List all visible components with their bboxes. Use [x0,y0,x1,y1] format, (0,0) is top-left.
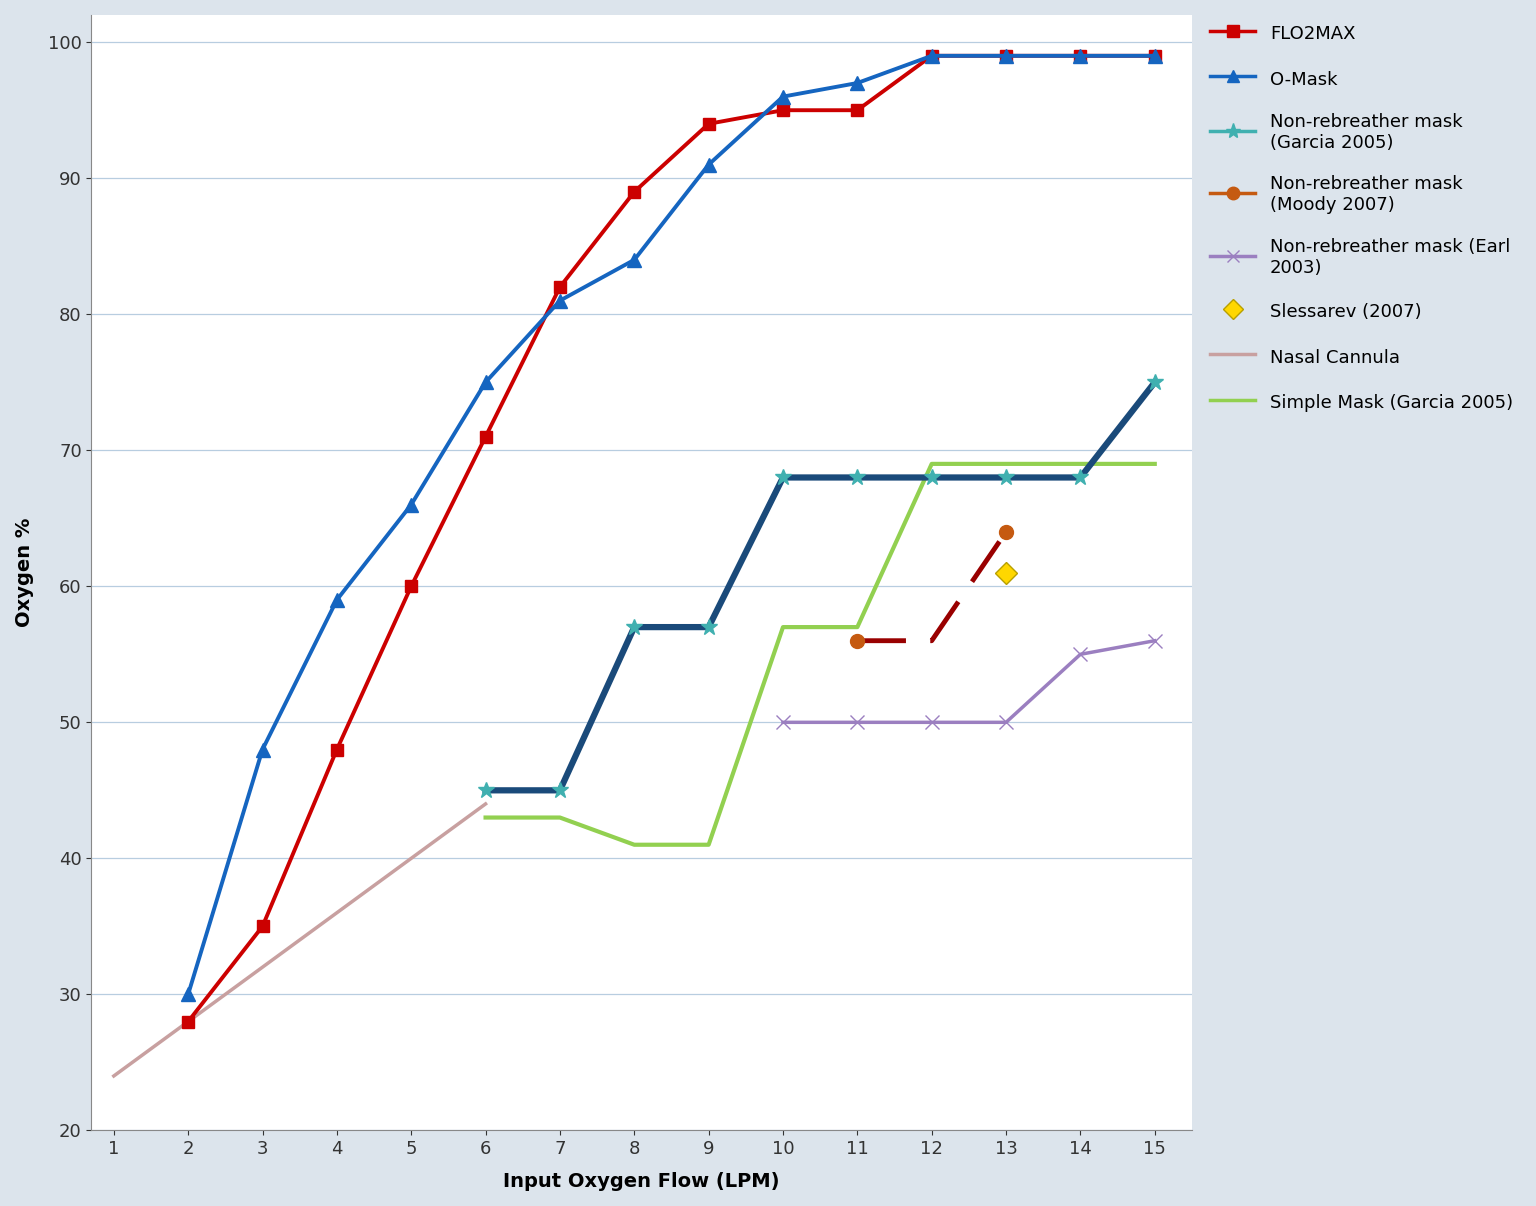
Y-axis label: Oxygen %: Oxygen % [15,519,34,627]
Legend: FLO2MAX, O-Mask, Non-rebreather mask
(Garcia 2005), Non-rebreather mask
(Moody 2: FLO2MAX, O-Mask, Non-rebreather mask (Ga… [1203,14,1521,420]
X-axis label: Input Oxygen Flow (LPM): Input Oxygen Flow (LPM) [504,1172,780,1192]
